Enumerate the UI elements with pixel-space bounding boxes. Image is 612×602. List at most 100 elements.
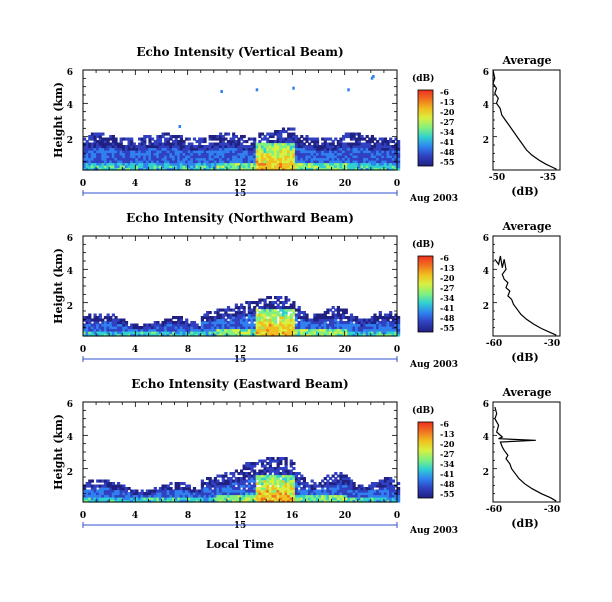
heatmap-cell bbox=[117, 487, 121, 491]
heatmap-cell bbox=[365, 155, 369, 159]
heatmap-cell bbox=[179, 318, 183, 322]
heatmap-cell bbox=[253, 311, 257, 315]
heatmap-cell bbox=[219, 482, 223, 486]
heatmap-cell bbox=[187, 162, 191, 166]
heatmap-cell bbox=[179, 482, 183, 486]
heatmap-cell bbox=[232, 331, 236, 335]
heatmap-cell bbox=[289, 499, 293, 503]
heatmap-cell bbox=[140, 499, 144, 503]
heatmap-cell bbox=[164, 499, 168, 503]
heatmap-cell bbox=[318, 331, 322, 335]
heatmap-cell bbox=[93, 492, 97, 496]
heatmap-cell bbox=[357, 331, 361, 335]
heatmap-cell bbox=[276, 472, 280, 476]
heatmap-cell bbox=[315, 145, 320, 149]
heatmap-cell bbox=[378, 487, 382, 491]
heatmap-cell bbox=[247, 333, 251, 337]
heatmap-cell bbox=[394, 162, 398, 166]
heatmap-cell bbox=[268, 469, 272, 473]
heatmap-cell bbox=[260, 147, 265, 151]
heatmap-cell bbox=[321, 326, 325, 330]
heatmap-cell bbox=[284, 333, 288, 337]
heatmap-cell bbox=[260, 311, 265, 315]
heatmap-cell bbox=[229, 316, 233, 320]
heatmap-cell bbox=[268, 477, 272, 481]
heatmap-cell bbox=[373, 160, 377, 164]
heatmap-cell bbox=[127, 487, 131, 491]
heatmap-cell bbox=[200, 150, 204, 154]
heatmap-cell bbox=[219, 331, 223, 335]
heatmap-cell bbox=[376, 142, 380, 146]
heatmap-cell bbox=[355, 316, 359, 320]
heatmap-cell bbox=[297, 477, 301, 481]
heatmap-cell bbox=[219, 132, 223, 136]
heatmap-cell bbox=[281, 494, 286, 498]
heatmap-cell bbox=[352, 137, 356, 141]
heatmap-cell bbox=[172, 499, 176, 503]
heatmap-cell bbox=[111, 142, 115, 146]
heatmap-cell bbox=[166, 318, 170, 322]
heatmap-cell bbox=[242, 311, 246, 315]
heatmap-cell bbox=[305, 323, 309, 327]
heatmap-cell bbox=[321, 479, 325, 483]
heatmap-cell bbox=[349, 150, 354, 154]
heatmap-cell bbox=[211, 316, 215, 320]
heatmap-cell bbox=[185, 137, 189, 141]
heatmap-cell bbox=[132, 167, 136, 171]
heatmap-cell bbox=[106, 323, 110, 327]
heatmap-cell bbox=[347, 142, 351, 146]
heatmap-cell bbox=[357, 326, 361, 330]
heatmap-cell bbox=[266, 489, 270, 493]
heatmap-cell bbox=[255, 333, 259, 337]
heatmap-cell bbox=[200, 331, 204, 335]
heatmap-cell bbox=[179, 489, 183, 493]
heatmap-cell bbox=[237, 318, 241, 322]
heatmap-cell bbox=[253, 147, 257, 151]
heatmap-cell bbox=[164, 492, 168, 496]
heatmap-cell bbox=[174, 165, 178, 169]
heatmap-cell bbox=[271, 316, 275, 320]
heatmap-cell bbox=[397, 326, 401, 330]
heatmap-cell bbox=[302, 323, 306, 327]
heatmap-cell bbox=[318, 499, 322, 503]
heatmap-cell bbox=[240, 303, 244, 307]
heatmap-cell bbox=[355, 152, 359, 156]
heatmap-cell bbox=[260, 472, 265, 476]
heatmap-cell bbox=[271, 160, 275, 164]
profile-frame bbox=[492, 235, 561, 337]
heatmap-cell bbox=[219, 492, 223, 496]
heatmap-cell bbox=[98, 323, 102, 327]
heatmap-cell bbox=[93, 132, 97, 136]
heatmap-cell bbox=[90, 135, 94, 139]
heatmap-cell bbox=[198, 165, 202, 169]
heatmap-cell bbox=[284, 331, 288, 335]
heatmap-cell bbox=[365, 323, 369, 327]
heatmap-cell bbox=[187, 323, 191, 327]
heatmap-cell bbox=[389, 489, 393, 493]
heatmap-cell bbox=[268, 472, 272, 476]
heatmap-cell bbox=[271, 147, 275, 151]
heatmap-cell bbox=[397, 494, 401, 498]
heatmap-cell bbox=[117, 152, 121, 156]
heatmap-cell bbox=[339, 494, 343, 498]
heatmap-cell bbox=[355, 497, 359, 501]
heatmap-cell bbox=[185, 150, 189, 154]
heatmap-cell bbox=[266, 142, 270, 146]
heatmap-cell bbox=[294, 489, 299, 493]
heatmap-cell bbox=[187, 137, 191, 141]
heatmap-cell bbox=[208, 311, 212, 315]
heatmap-cell bbox=[106, 167, 110, 171]
heatmap-cell bbox=[313, 145, 317, 149]
heatmap-cell bbox=[284, 462, 288, 466]
heatmap-cell bbox=[287, 316, 291, 320]
heatmap-cell bbox=[378, 321, 382, 325]
heatmap-cell bbox=[336, 482, 340, 486]
heatmap-cell bbox=[88, 313, 92, 317]
heatmap-cell bbox=[376, 494, 380, 498]
heatmap-cell bbox=[263, 145, 267, 149]
heatmap-cell bbox=[138, 160, 142, 164]
heatmap-cell bbox=[318, 147, 322, 151]
heatmap-cell bbox=[365, 328, 369, 332]
heatmap-cell bbox=[138, 333, 142, 337]
heatmap-cell bbox=[308, 145, 312, 149]
